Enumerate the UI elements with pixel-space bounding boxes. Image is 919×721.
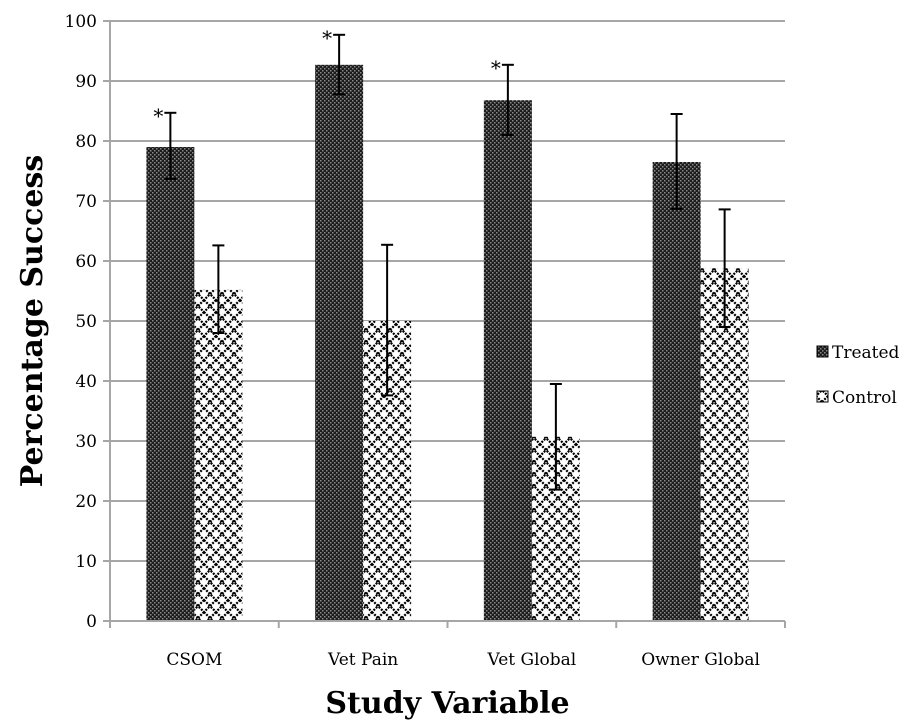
y-tick-label: 30 <box>75 432 97 452</box>
bars: * * * <box>146 26 749 622</box>
significance-marker: * <box>322 26 332 50</box>
y-tick-label: 60 <box>75 252 97 272</box>
y-tick-label: 20 <box>75 492 97 512</box>
x-axis-title: Study Variable <box>325 686 569 721</box>
y-tick-label: 80 <box>75 132 97 152</box>
bar-treated <box>483 100 532 621</box>
y-tick-label: 90 <box>75 72 97 92</box>
y-tick-label: 70 <box>75 192 97 212</box>
bar-treated <box>315 64 364 622</box>
axes <box>103 20 786 628</box>
y-tick-label: 40 <box>75 372 97 392</box>
bar-treated <box>146 147 195 621</box>
y-tick-label: 50 <box>75 312 97 332</box>
significance-marker: * <box>491 56 501 80</box>
y-tick-label: 0 <box>86 612 97 632</box>
significance-marker: * <box>153 104 163 128</box>
legend-label-control: Control <box>832 388 897 408</box>
x-tick-label: Owner Global <box>641 650 760 670</box>
y-axis-title: Percentage Success <box>15 155 50 488</box>
x-tick-label: Vet Global <box>487 650 577 670</box>
legend-swatch-control <box>816 390 829 403</box>
legend-label-treated: Treated <box>832 343 900 363</box>
y-tick-label: 100 <box>65 12 97 32</box>
legend-swatch-treated <box>816 345 829 358</box>
legend: Treated Control <box>816 343 900 408</box>
y-tick-label: 10 <box>75 552 97 572</box>
x-tick-label: Vet Pain <box>327 650 398 670</box>
x-tick-label: CSOM <box>166 650 222 670</box>
bar-treated <box>652 162 701 621</box>
tick-labels: 0 10 20 30 40 50 60 70 80 90 100 CSOM Vet Pain Vet Gl… <box>65 12 760 670</box>
bar-control <box>194 289 243 621</box>
